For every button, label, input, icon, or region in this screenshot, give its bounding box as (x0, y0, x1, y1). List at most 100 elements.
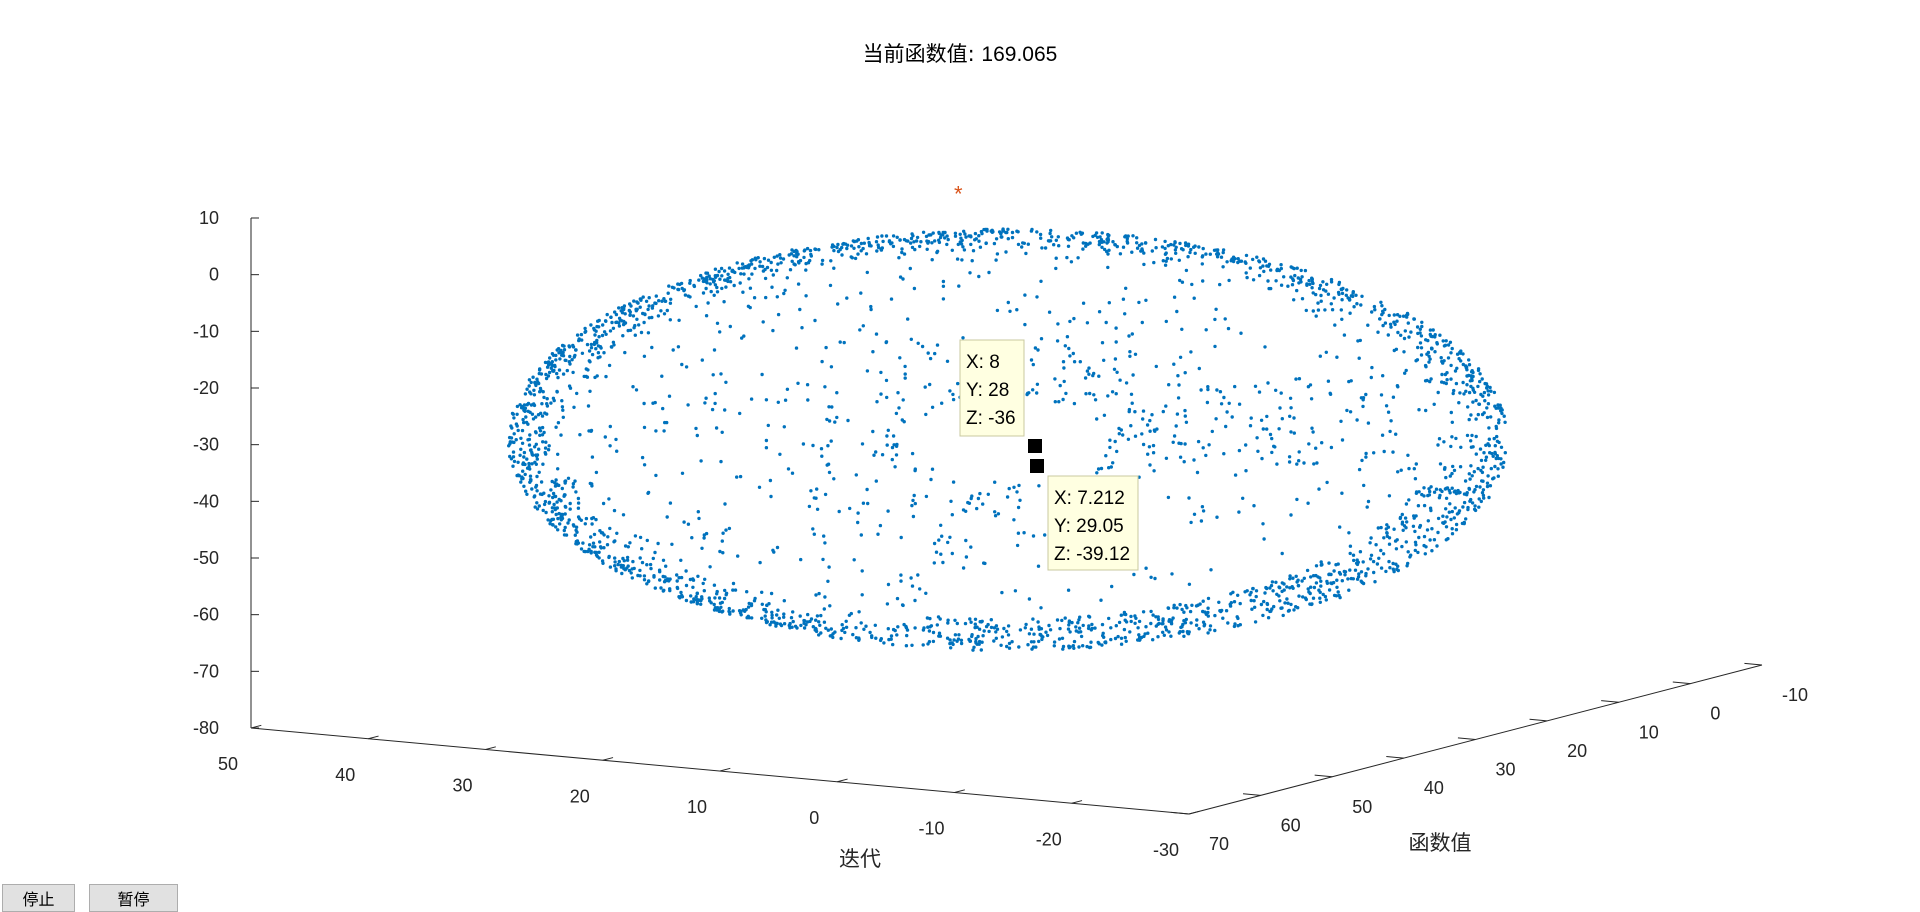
data-point (1433, 350, 1437, 354)
data-point (876, 532, 880, 536)
data-point (1420, 324, 1424, 329)
data-point (668, 301, 673, 305)
data-point (1450, 471, 1454, 476)
data-point (592, 342, 596, 347)
scatter3d-plot[interactable]: -80-70-60-50-40-30-20-10010-30-20-100102… (0, 0, 1920, 880)
data-point (963, 232, 967, 236)
data-point (1087, 624, 1091, 628)
data-point (901, 398, 905, 402)
data-point (1163, 263, 1168, 267)
data-point (1275, 268, 1279, 273)
data-point (549, 401, 553, 405)
data-point (827, 405, 831, 409)
datatip-marker[interactable] (1030, 459, 1044, 473)
data-point (910, 451, 915, 456)
datatip-box[interactable] (1047, 475, 1139, 571)
data-point (679, 590, 683, 595)
data-point (1063, 344, 1068, 348)
data-point (896, 391, 900, 395)
data-point (1282, 275, 1286, 279)
data-point (533, 460, 537, 464)
data-point (538, 433, 542, 437)
data-point (1360, 458, 1364, 463)
data-point (790, 248, 794, 252)
data-point (781, 257, 786, 261)
data-point (1052, 640, 1057, 644)
data-point (708, 282, 712, 286)
datatip-box[interactable] (959, 339, 1025, 437)
data-point (1114, 392, 1118, 396)
data-point (715, 285, 719, 290)
data-point (563, 525, 567, 530)
data-point (1366, 421, 1371, 425)
data-point (1368, 541, 1372, 545)
data-point (749, 397, 754, 401)
data-point (1323, 594, 1328, 599)
data-point (910, 643, 914, 647)
data-point (1193, 244, 1197, 248)
data-point (556, 452, 560, 456)
data-point (984, 624, 989, 629)
data-point (570, 358, 574, 362)
data-point (1411, 524, 1416, 528)
data-point (1161, 259, 1166, 263)
data-point (804, 294, 808, 298)
data-point (537, 371, 541, 376)
data-point (520, 404, 524, 409)
data-point (856, 511, 860, 515)
data-point (650, 345, 654, 350)
data-point (1115, 370, 1119, 374)
data-point (1150, 249, 1155, 253)
stop-button[interactable]: 停止 (2, 884, 75, 912)
data-point (1289, 275, 1293, 279)
data-point (637, 323, 641, 327)
data-point (626, 328, 630, 333)
data-point (843, 242, 848, 246)
data-point (860, 569, 864, 573)
data-point (1465, 383, 1469, 387)
data-point (535, 453, 540, 457)
data-point (1085, 321, 1090, 325)
data-point (1261, 264, 1265, 268)
data-point (1470, 501, 1475, 505)
data-point (898, 275, 903, 279)
data-point (852, 246, 856, 250)
data-point (1307, 442, 1311, 446)
datatip-text: Y: 29.05 (1054, 516, 1124, 537)
data-point (1310, 279, 1315, 284)
data-point (826, 444, 830, 448)
data-point (1416, 345, 1420, 350)
data-point (815, 614, 820, 618)
data-point (866, 501, 870, 506)
data-point (719, 459, 723, 464)
data-point (1178, 355, 1183, 359)
pause-button[interactable]: 暂停 (89, 884, 178, 912)
data-point (1414, 514, 1418, 518)
data-point (835, 415, 839, 420)
data-point (1316, 301, 1320, 305)
data-point (1415, 358, 1420, 362)
data-point (1484, 455, 1489, 459)
data-point (1148, 418, 1152, 423)
data-point (1136, 626, 1140, 630)
datatip-marker[interactable] (1028, 439, 1042, 453)
data-point (717, 596, 722, 600)
data-point (1424, 365, 1428, 369)
data-point (562, 528, 566, 533)
data-point (859, 621, 863, 625)
data-point (1057, 400, 1061, 404)
data-point (1474, 434, 1478, 439)
data-point (881, 239, 885, 244)
data-point (735, 261, 739, 265)
data-point (571, 345, 576, 349)
data-point (576, 501, 581, 505)
data-point (999, 235, 1003, 239)
data-point (697, 516, 701, 521)
data-point (723, 408, 727, 412)
data-point (1326, 379, 1331, 383)
data-point (1452, 468, 1457, 473)
data-point (994, 630, 998, 634)
data-point (970, 634, 974, 639)
data-point (1215, 388, 1219, 392)
data-point (1238, 623, 1243, 627)
